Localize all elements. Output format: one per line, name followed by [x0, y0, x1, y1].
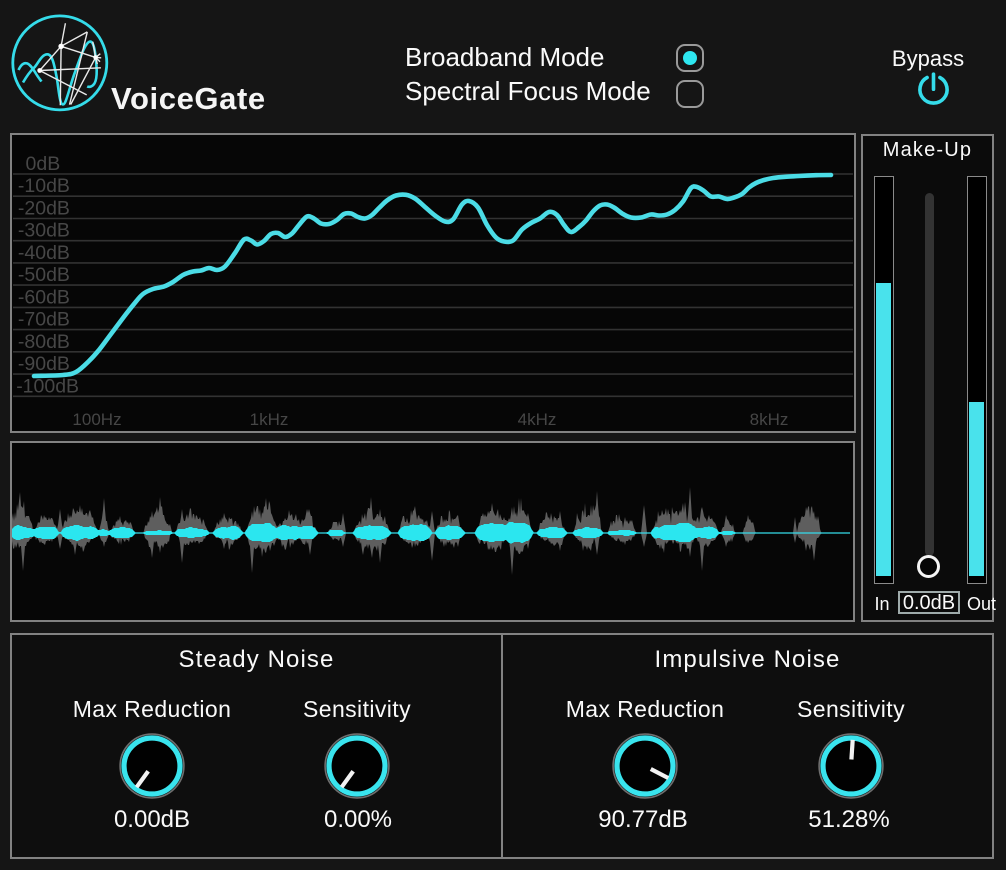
svg-text:-100dB: -100dB: [16, 375, 79, 397]
svg-text:-90dB: -90dB: [18, 353, 70, 375]
svg-text:-40dB: -40dB: [18, 242, 70, 264]
svg-text:-80dB: -80dB: [18, 331, 70, 353]
svg-text:100Hz: 100Hz: [72, 410, 121, 429]
svg-text:-50dB: -50dB: [18, 264, 70, 286]
svg-text:-60dB: -60dB: [18, 286, 70, 308]
svg-text:1kHz: 1kHz: [250, 410, 289, 429]
svg-text:8kHz: 8kHz: [750, 410, 789, 429]
svg-text:-30dB: -30dB: [18, 220, 70, 242]
svg-text:-70dB: -70dB: [18, 309, 70, 331]
svg-text:4kHz: 4kHz: [518, 410, 557, 429]
svg-text:0dB: 0dB: [26, 153, 61, 175]
svg-text:-20dB: -20dB: [18, 198, 70, 220]
svg-text:-10dB: -10dB: [18, 175, 70, 197]
